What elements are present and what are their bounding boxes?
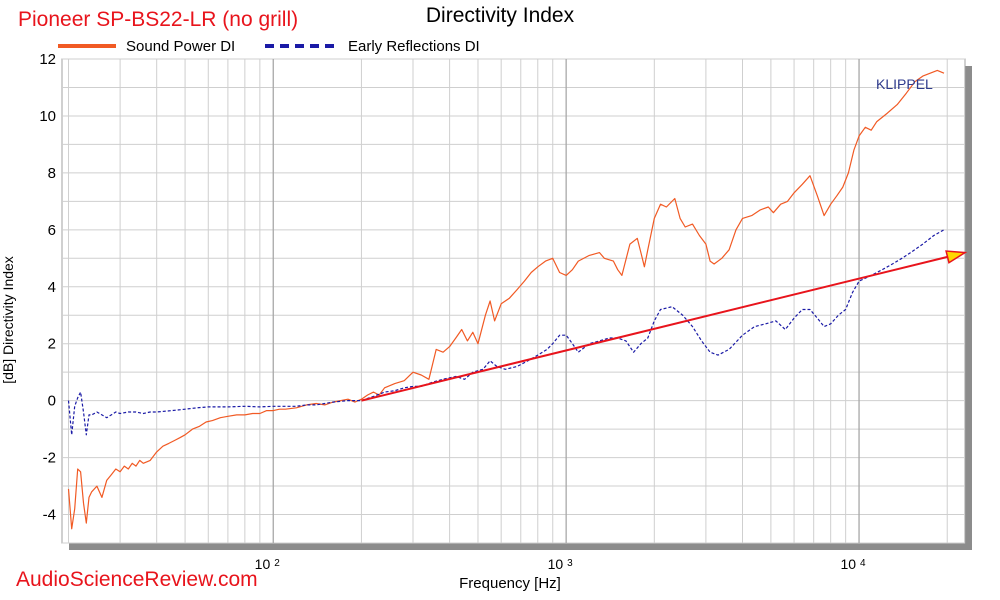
- y-tick-label: -2: [43, 450, 56, 467]
- y-tick-label: 12: [39, 51, 56, 68]
- x-tick-labels: 10 2 10 3 10 4: [255, 556, 866, 572]
- product-title: Pioneer SP-BS22-LR (no grill): [18, 8, 298, 31]
- series-early-reflections-di: [67, 229, 945, 436]
- y-tick-label: 4: [48, 279, 56, 296]
- x-tick-label-exponent: 3: [567, 558, 573, 569]
- plot-background: [61, 58, 966, 544]
- x-tick-label-base: 10: [548, 556, 564, 572]
- legend-label-early-reflections: Early Reflections DI: [348, 38, 480, 55]
- klippel-brand: KLIPPEL: [876, 76, 933, 92]
- y-tick-labels: 12 10 8 6 4 2 0 -2 -4: [39, 51, 56, 524]
- x-tick-label-exponent: 4: [860, 558, 866, 569]
- y-tick-label: 10: [39, 108, 56, 125]
- y-axis-label: [dB] Directivity Index: [0, 256, 16, 384]
- plot-frame: [61, 58, 972, 550]
- chart-title: Directivity Index: [426, 4, 575, 27]
- legend-label-sound-power: Sound Power DI: [126, 38, 235, 55]
- y-tick-label: 8: [48, 165, 56, 182]
- trend-arrow: [361, 250, 968, 402]
- y-tick-label: -4: [43, 507, 56, 524]
- trend-arrow-head: [945, 250, 968, 264]
- trend-arrow-line: [361, 255, 948, 402]
- x-tick-label-exponent: 2: [274, 558, 280, 569]
- x-tick-label-base: 10: [255, 556, 271, 572]
- x-tick-label-base: 10: [840, 556, 856, 572]
- series-layer: [67, 69, 945, 530]
- y-tick-label: 0: [48, 393, 56, 410]
- y-tick-label: 2: [48, 336, 56, 353]
- legend: Sound Power DI Early Reflections DI: [58, 38, 480, 55]
- x-axis-label: Frequency [Hz]: [459, 575, 561, 592]
- watermark: AudioScienceReview.com: [16, 568, 258, 591]
- series-sound-power-di: [67, 69, 945, 530]
- grid-lines: [62, 58, 965, 544]
- y-tick-label: 6: [48, 222, 56, 239]
